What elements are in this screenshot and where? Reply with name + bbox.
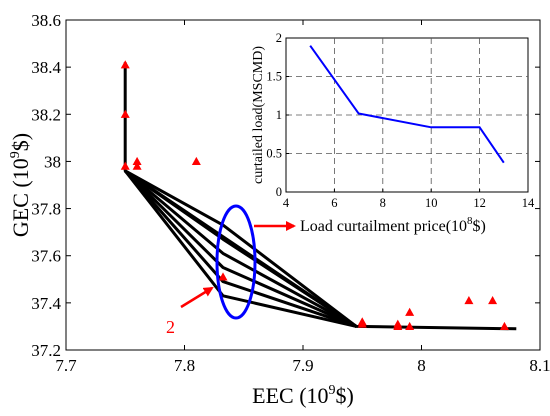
triangle-marker [120, 60, 130, 69]
inset-x-tick-label: 14 [522, 196, 535, 210]
inset-y-tick-label: 1 [276, 108, 282, 122]
inset-y-tick-label: 1.5 [266, 70, 282, 84]
main-ticks [65, 19, 541, 351]
triangle-marker [120, 109, 130, 118]
annotation-number: 2 [166, 317, 175, 337]
main-tick-labels: 7.7 7.8 7.9 8 8.1 37.2 37.4 37.6 37.8 38 38.2 38.4 3… [31, 11, 550, 375]
x-axis-label: EEC (109$) [252, 383, 354, 408]
triangle-marker [357, 319, 367, 328]
y-tick-label: 37.4 [31, 294, 61, 313]
pareto-front-line-4 [124, 169, 358, 328]
highlight-ellipse [215, 204, 257, 320]
inset-x-axis-label: Load curtailment price(108$) [300, 215, 486, 235]
triangle-marker [393, 321, 403, 331]
x-tick-label: 7.7 [55, 356, 77, 375]
inset-tick-labels: 4 6 8 10 12 14 0 0.5 1 1.5 2 [266, 31, 535, 210]
inset-series [309, 45, 505, 164]
triangle-marker [488, 296, 498, 305]
triangle-marker [120, 161, 130, 170]
y-tick-label: 38.6 [31, 11, 61, 30]
triangle-marker [218, 272, 228, 281]
y-tick-label: 38 [44, 152, 61, 171]
pareto-front-line-5 [124, 169, 357, 328]
pareto-front-line-7 [124, 169, 357, 328]
inset-y-tick-label: 0 [276, 185, 282, 199]
pareto-front-line-6 [124, 169, 357, 328]
pareto-front-line-3 [124, 169, 358, 328]
triangle-marker [132, 156, 142, 166]
inset-y-axis-label: curtailed load(MSCMD) [251, 46, 266, 184]
x-tick-label: 8 [417, 356, 426, 375]
inset-x-tick-label: 6 [331, 196, 337, 210]
inset-x-tick-label: 4 [283, 196, 290, 210]
inset-y-tick-label: 0.5 [266, 147, 282, 161]
y-tick-label: 37.8 [31, 200, 61, 219]
inset-curtailed-load-line [309, 45, 505, 164]
triangle-marker [405, 307, 415, 316]
inset-y-tick-label: 2 [276, 31, 282, 45]
triangle-marker [499, 321, 509, 331]
x-tick-label: 7.8 [174, 356, 195, 375]
x-tick-label: 8.1 [529, 356, 550, 375]
triangle-marker [191, 156, 201, 166]
inset-x-tick-label: 12 [473, 196, 486, 210]
y-tick-label: 37.2 [31, 341, 61, 360]
triangle-marker [464, 296, 474, 305]
y-axis-label: GEC (109$) [8, 133, 33, 237]
inset-grid [286, 38, 528, 192]
y-tick-label: 37.6 [31, 247, 61, 266]
pointer-arrow-up [180, 286, 214, 309]
inset-ticks [285, 37, 529, 193]
y-tick-label: 38.4 [31, 58, 61, 77]
inset-x-tick-label: 10 [425, 196, 438, 210]
y-tick-label: 38.2 [31, 105, 61, 124]
main-scatter [120, 60, 509, 331]
triangle-marker [132, 161, 142, 170]
triangle-marker [405, 321, 415, 331]
x-tick-label: 7.9 [292, 356, 313, 375]
inset-x-tick-label: 8 [380, 196, 386, 210]
